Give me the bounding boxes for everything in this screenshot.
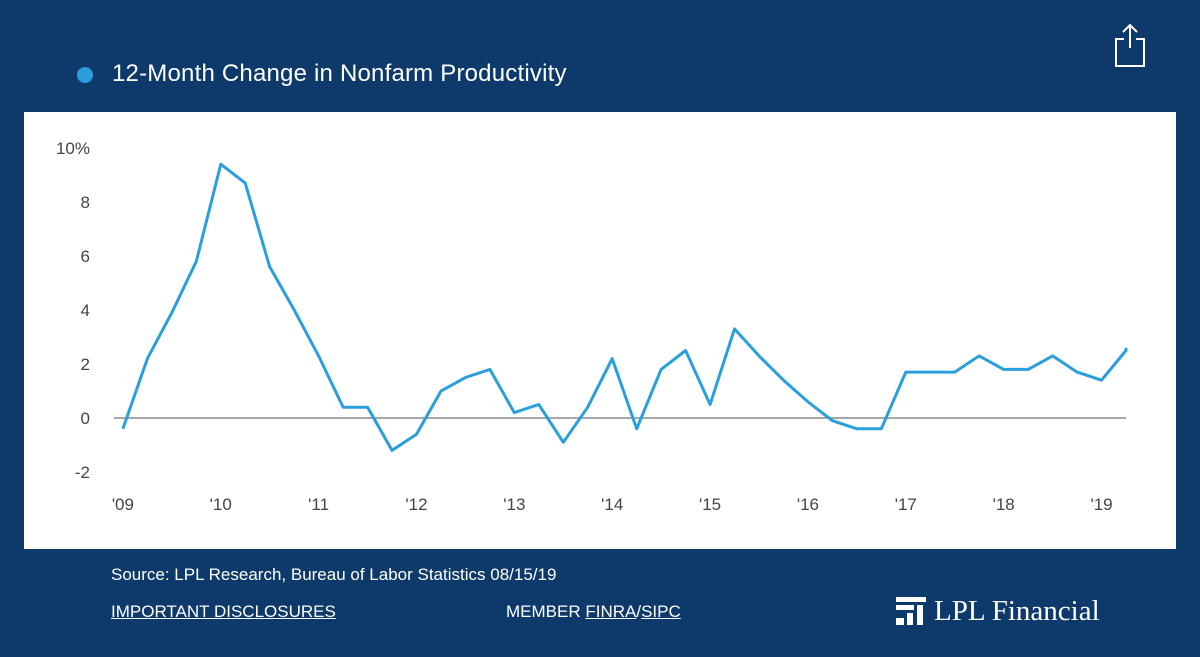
sipc-link[interactable]: SIPC (641, 602, 681, 621)
member-slash: / (636, 602, 642, 621)
chart-card: 12-Month Change in Nonfarm Productivity … (24, 0, 1176, 657)
chart-footer: Source: LPL Research, Bureau of Labor St… (24, 549, 1176, 657)
finra-link[interactable]: FINRA (585, 602, 637, 621)
member-line: MEMBER FINRA/SIPC (506, 602, 681, 622)
y-tick-label: 10% (56, 139, 90, 158)
x-tick-label: '16 (797, 495, 819, 514)
lpl-logo: LPL Financial (896, 595, 1100, 627)
y-tick-label: -2 (75, 463, 90, 482)
y-tick-label: 8 (81, 193, 90, 212)
x-tick-label: '17 (895, 495, 917, 514)
share-icon[interactable] (1113, 22, 1147, 68)
y-tick-label: 6 (81, 247, 90, 266)
source-note: Source: LPL Research, Bureau of Labor St… (111, 565, 557, 584)
x-axis-labels: '09 '10 '11 '12 '13 '14 '15 '16 '17 '18 '19 (112, 495, 1113, 514)
x-tick-label: '12 (405, 495, 427, 514)
chart-title: 12-Month Change in Nonfarm Productivity (112, 60, 567, 87)
x-tick-label: '09 (112, 495, 134, 514)
series-line-productivity (121, 162, 1128, 452)
legend-marker (77, 67, 93, 83)
member-prefix: MEMBER (506, 602, 586, 621)
y-tick-label: 0 (81, 409, 90, 428)
chart-header: 12-Month Change in Nonfarm Productivity (24, 0, 1176, 112)
line-chart: 10% 8 6 4 2 0 -2 '09 '10 '11 '12 '13 '14 '15 '16 '17 '1… (56, 139, 1128, 514)
lpl-logo-icon (896, 597, 926, 625)
x-tick-label: '10 (210, 495, 232, 514)
y-axis-labels: 10% 8 6 4 2 0 -2 (56, 139, 90, 482)
plot-area: 10% 8 6 4 2 0 -2 '09 '10 '11 '12 '13 '14 '15 '16 '17 '1… (24, 112, 1176, 549)
x-tick-label: '18 (993, 495, 1015, 514)
important-disclosures-link[interactable]: IMPORTANT DISCLOSURES (111, 602, 336, 621)
y-tick-label: 4 (81, 301, 90, 320)
x-tick-label: '14 (601, 495, 623, 514)
y-tick-label: 2 (81, 355, 90, 374)
x-tick-label: '19 (1090, 495, 1112, 514)
x-tick-label: '13 (503, 495, 525, 514)
logo-wordmark: LPL Financial (934, 594, 1100, 627)
x-tick-label: '15 (699, 495, 721, 514)
x-tick-label: '11 (308, 495, 329, 514)
